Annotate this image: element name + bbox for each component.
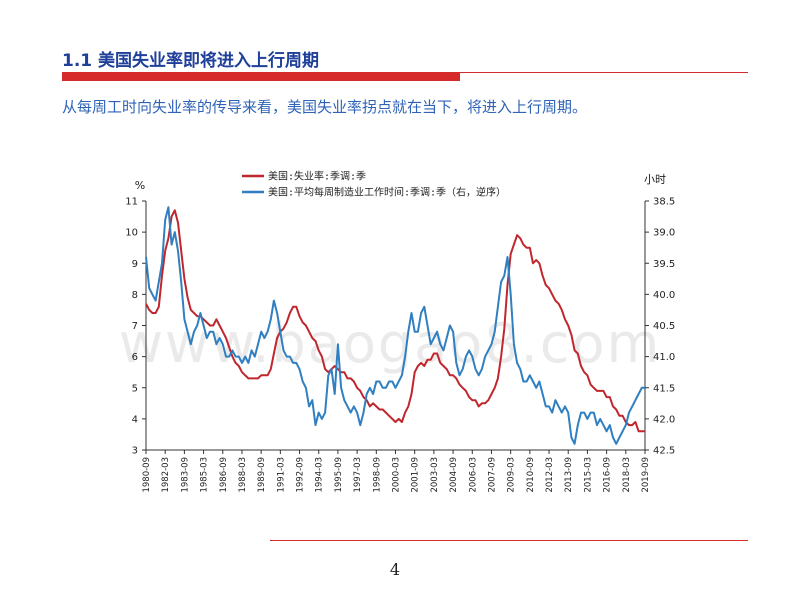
right-tick-label: 38.5 (653, 197, 675, 208)
x-tick-label: 1995-09 (334, 457, 344, 493)
x-tick-label: 1997-03 (353, 457, 363, 493)
x-tick-label: 1983-09 (180, 457, 190, 493)
left-tick-label: 3 (132, 446, 138, 457)
left-tick-label: 8 (132, 290, 138, 301)
legend: 美国:失业率:季调:季美国:平均每周制造业工作时间:季调:季（右，逆序） (242, 170, 506, 199)
unemployment-rate-line (145, 209, 645, 433)
title-underline-bar (62, 72, 460, 81)
right-tick-label: 42.5 (653, 446, 675, 457)
right-tick-label: 40.0 (653, 290, 675, 301)
page-number: 4 (389, 560, 401, 579)
left-tick-label: 10 (125, 228, 138, 239)
x-tick-label: 1986-09 (219, 457, 229, 493)
right-axis-unit: 小时 (644, 173, 666, 186)
legend-label: 美国:失业率:季调:季 (268, 170, 366, 183)
x-tick-label: 1988-03 (238, 457, 248, 493)
watermark: www.baogao8.com (119, 312, 661, 375)
right-tick-label: 41.0 (653, 352, 675, 363)
x-tick-label: 1982-03 (161, 457, 171, 493)
axes: 3 4 5 6 7 8 9 10 11% 38.5 39.0 39.5 40.0 40.5 41.0 41.5… (125, 173, 675, 493)
x-tick-label: 2016-09 (603, 457, 613, 493)
x-tick-label: 2009-03 (507, 457, 517, 493)
x-tick-label: 1998-09 (372, 457, 382, 493)
left-axis-unit: % (135, 179, 145, 192)
right-tick-label: 42.0 (653, 414, 675, 425)
footer-rule (270, 540, 748, 541)
x-tick-label: 1985-03 (200, 457, 210, 493)
x-tick-label: 2013-09 (564, 457, 574, 493)
right-tick-label: 41.5 (653, 383, 675, 394)
manufacturing-hours-line (145, 206, 645, 445)
x-tick-label: 1991-03 (276, 457, 286, 493)
x-tick-label: 2015-03 (583, 457, 593, 493)
left-tick-label: 7 (132, 321, 138, 332)
title-underline-rule (460, 72, 748, 73)
right-tick-label: 40.5 (653, 321, 675, 332)
x-tick-label: 2012-03 (545, 457, 555, 493)
series-layer (145, 206, 645, 445)
x-tick-label: 2019-09 (641, 457, 651, 493)
left-tick-label: 5 (132, 383, 138, 394)
left-tick-label: 9 (132, 259, 138, 270)
x-tick-label: 1992-09 (296, 457, 306, 493)
x-tick-label: 1989-09 (257, 457, 267, 493)
x-tick-label: 2004-09 (449, 457, 459, 493)
legend-label: 美国:平均每周制造业工作时间:季调:季（右，逆序） (268, 186, 506, 199)
slide-subtitle: 从每周工时向失业率的传导来看，美国失业率拐点就在当下，将进入上行周期。 (62, 98, 588, 116)
x-tick-label: 2003-03 (430, 457, 440, 493)
x-tick-label: 2018-03 (622, 457, 632, 493)
x-tick-label: 2001-09 (411, 457, 421, 493)
left-tick-label: 6 (132, 352, 138, 363)
x-tick-label: 1994-03 (315, 457, 325, 493)
slide-title: 1.1 美国失业率即将进入上行周期 (62, 51, 320, 71)
x-tick-label: 2000-03 (392, 457, 402, 493)
left-tick-label: 11 (125, 197, 138, 208)
x-tick-label: 1980-09 (142, 457, 152, 493)
x-tick-label: 2007-09 (487, 457, 497, 493)
left-tick-label: 4 (132, 414, 138, 425)
right-tick-label: 39.5 (653, 259, 675, 270)
x-tick-label: 2010-09 (526, 457, 536, 493)
x-tick-label: 2006-03 (468, 457, 478, 493)
right-tick-label: 39.0 (653, 228, 675, 239)
